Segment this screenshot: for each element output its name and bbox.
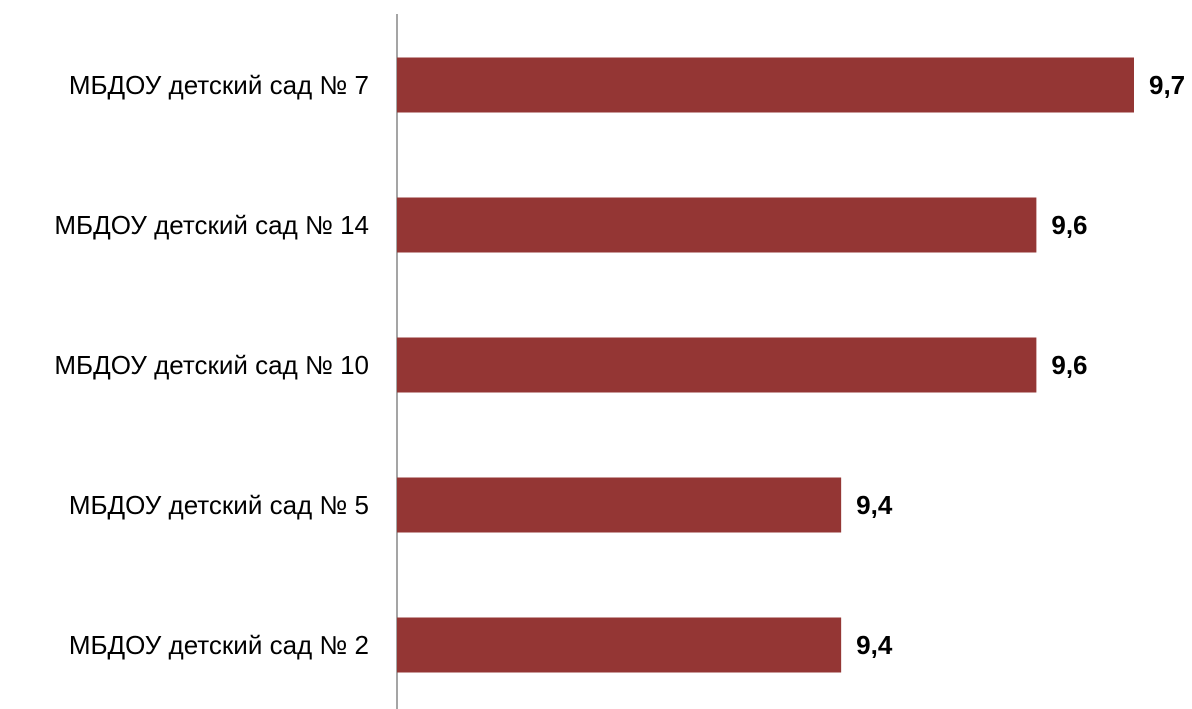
category-labels: МБДОУ детский сад № 7 МБДОУ детский сад №… bbox=[54, 70, 369, 660]
bar bbox=[397, 477, 842, 533]
bar bbox=[397, 57, 1134, 113]
value-label: 9,7 bbox=[1149, 70, 1185, 100]
value-labels: 9,7 9,6 9,6 9,4 9,4 bbox=[856, 70, 1185, 660]
category-label: МБДОУ детский сад № 10 bbox=[54, 350, 369, 380]
category-label: МБДОУ детский сад № 2 bbox=[69, 630, 369, 660]
bar bbox=[397, 617, 842, 673]
bars-layer bbox=[397, 57, 1134, 673]
bar bbox=[397, 197, 1037, 253]
category-label: МБДОУ детский сад № 5 bbox=[69, 490, 369, 520]
category-label: МБДОУ детский сад № 7 bbox=[69, 70, 369, 100]
value-label: 9,4 bbox=[856, 490, 893, 520]
bar bbox=[397, 337, 1037, 393]
value-label: 9,6 bbox=[1051, 350, 1087, 380]
value-label: 9,6 bbox=[1051, 210, 1087, 240]
value-label: 9,4 bbox=[856, 630, 893, 660]
category-label: МБДОУ детский сад № 14 bbox=[54, 210, 369, 240]
